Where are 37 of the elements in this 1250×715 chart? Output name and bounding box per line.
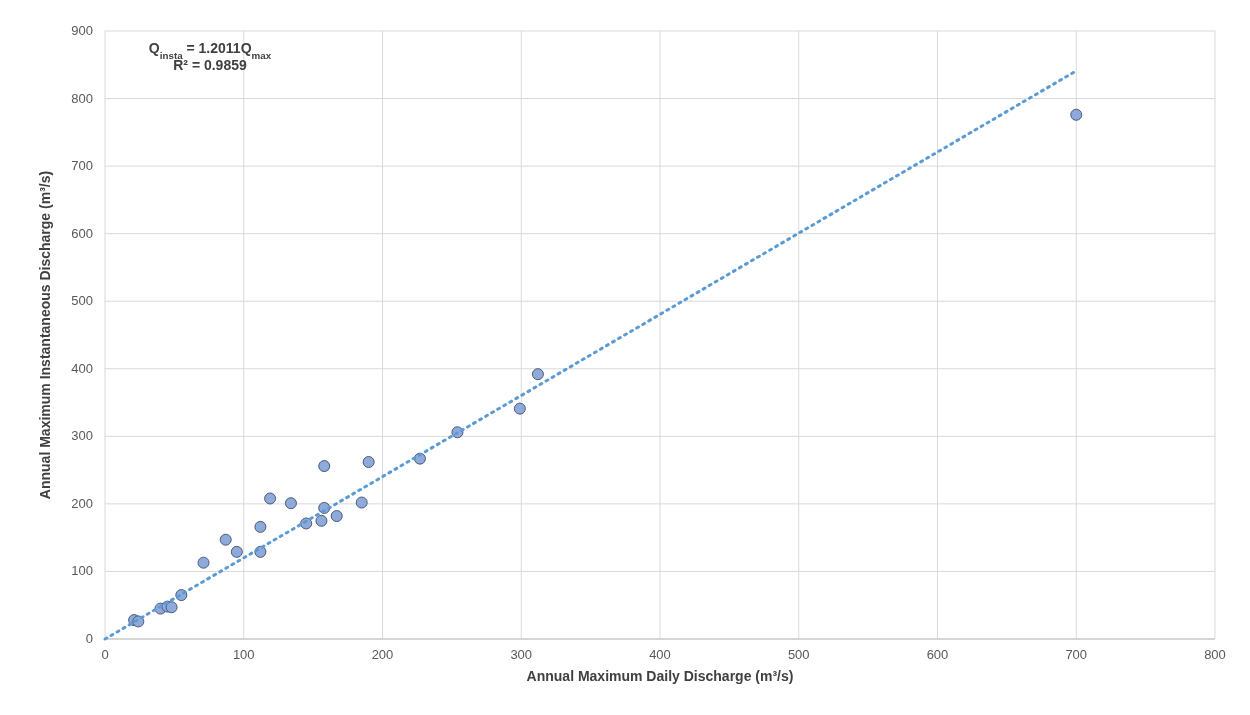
point (165, 601, 178, 614)
point (318, 460, 331, 473)
y-tick-label: 300 (71, 428, 93, 444)
point (264, 492, 277, 505)
point (219, 533, 232, 546)
point (513, 402, 526, 415)
x-tick-label: 100 (232, 647, 255, 662)
y-tick-label: 800 (71, 90, 93, 106)
y-tick-label: 0 (85, 631, 93, 646)
point (355, 496, 368, 509)
x-tick-label: 200 (371, 647, 394, 662)
y-tick-label: 200 (71, 495, 93, 511)
x-tick-label: 0 (101, 647, 109, 662)
point (254, 520, 267, 533)
x-tick-label: 400 (649, 647, 671, 662)
y-tick-label: 100 (71, 563, 93, 579)
point (315, 514, 328, 527)
y-tick-label: 900 (71, 23, 93, 38)
point (1070, 108, 1083, 121)
x-tick-label: 300 (510, 647, 533, 662)
point (197, 556, 210, 569)
point (284, 497, 297, 510)
point (362, 456, 375, 468)
y-tick-label: 400 (71, 360, 93, 376)
point (531, 368, 544, 381)
x-tick-label: 800 (1204, 647, 1226, 662)
x-axis-title: Annual Maximum Daily Discharge (m³/s) (526, 668, 794, 684)
y-tick-label: 500 (71, 293, 93, 309)
x-tick-label: 700 (1065, 647, 1088, 662)
annotation: Q$_{insta}$ = 1.2011Q$_{max}$ (148, 40, 272, 61)
y-tick-label: 600 (71, 225, 93, 241)
point (230, 545, 243, 558)
y-tick-label: 700 (71, 158, 93, 174)
y-axis-title: Annual Maximum Instantaneous Discharge (m³/s) (37, 170, 53, 500)
point (330, 510, 343, 523)
x-tick-label: 500 (787, 647, 810, 662)
x-tick-label: 600 (926, 647, 949, 662)
